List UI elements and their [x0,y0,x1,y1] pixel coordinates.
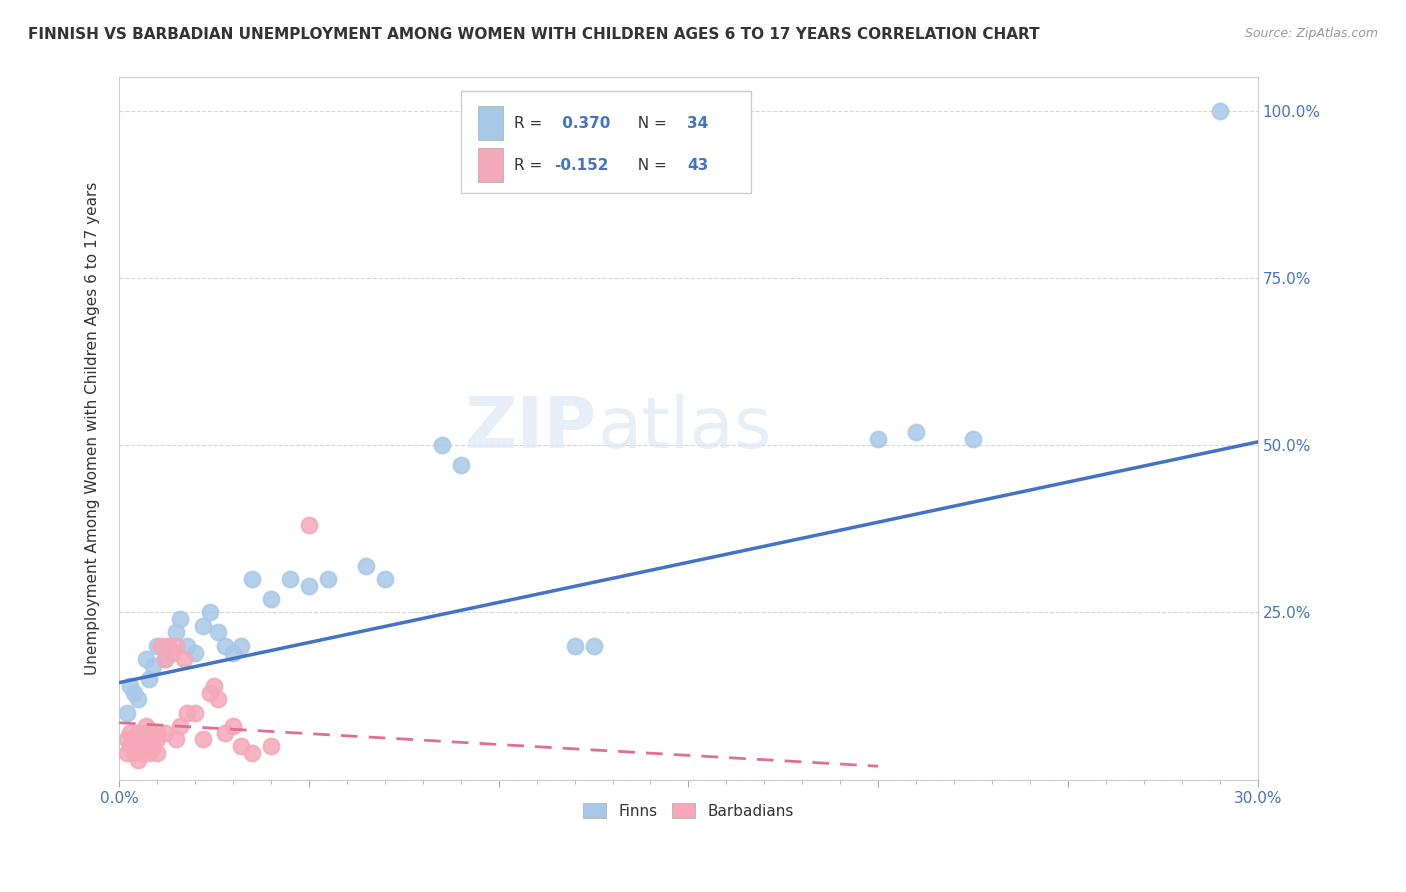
Point [142,732,165,747]
Point [115,732,138,747]
Point [122,686,145,700]
Point [278,572,301,586]
Point [198,606,221,620]
Point [207,625,229,640]
Text: 0.370: 0.370 [558,116,610,130]
Point [582,639,605,653]
Text: R =: R = [515,158,547,173]
Point [153,652,176,666]
Point [198,686,221,700]
Point [146,726,169,740]
Point [131,746,153,760]
Point [149,639,172,653]
Point [222,646,245,660]
Point [153,726,176,740]
Point [131,732,153,747]
Point [191,732,214,747]
Text: N =: N = [628,158,672,173]
Bar [478,106,503,140]
Point [127,726,149,740]
Point [169,612,191,626]
Point [169,719,191,733]
Point [135,652,157,666]
Point [146,746,169,760]
Point [142,739,165,754]
Point [127,739,149,754]
Point [138,732,160,747]
Point [135,719,157,733]
Point [153,652,176,666]
Point [298,518,321,533]
Point [260,739,283,754]
Point [142,659,165,673]
Point [173,652,195,666]
Text: FINNISH VS BARBADIAN UNEMPLOYMENT AMONG WOMEN WITH CHILDREN AGES 6 TO 17 YEARS C: FINNISH VS BARBADIAN UNEMPLOYMENT AMONG … [28,27,1040,42]
Point [138,746,160,760]
Point [184,646,207,660]
Point [191,619,214,633]
Point [120,726,142,740]
Text: R =: R = [515,116,547,130]
Point [135,739,157,754]
Point [207,692,229,706]
FancyBboxPatch shape [461,92,751,194]
Point [430,438,453,452]
Point [184,706,207,720]
Point [165,625,187,640]
Point [868,432,890,446]
Text: 43: 43 [688,158,709,173]
Point [905,425,928,439]
Point [298,579,321,593]
Point [450,458,472,473]
Text: -0.152: -0.152 [554,158,609,173]
Point [1209,103,1232,118]
Point [176,706,198,720]
Y-axis label: Unemployment Among Women with Children Ages 6 to 17 years: Unemployment Among Women with Children A… [86,182,100,675]
Point [146,732,169,747]
Point [120,739,142,754]
Point [115,706,138,720]
Point [202,679,225,693]
Point [115,746,138,760]
Text: ZIP: ZIP [465,394,598,463]
Bar [478,148,503,182]
Point [138,673,160,687]
Point [229,639,252,653]
Point [127,692,149,706]
Point [229,739,252,754]
Point [165,639,187,653]
Point [214,639,236,653]
Text: N =: N = [628,116,672,130]
Point [160,646,183,660]
Point [120,679,142,693]
Point [354,558,377,573]
Point [222,719,245,733]
Point [240,746,263,760]
Text: atlas: atlas [598,394,772,463]
Text: Source: ZipAtlas.com: Source: ZipAtlas.com [1244,27,1378,40]
Point [564,639,586,653]
Point [214,726,236,740]
Point [240,572,263,586]
Point [122,732,145,747]
Point [374,572,396,586]
Point [962,432,984,446]
Point [260,592,283,607]
Point [157,639,180,653]
Point [316,572,339,586]
Text: 34: 34 [688,116,709,130]
Point [127,753,149,767]
Point [135,726,157,740]
Legend: Finns, Barbadians: Finns, Barbadians [576,797,800,824]
Point [176,639,198,653]
Point [165,732,187,747]
Point [122,746,145,760]
Point [138,726,160,740]
Point [146,639,169,653]
